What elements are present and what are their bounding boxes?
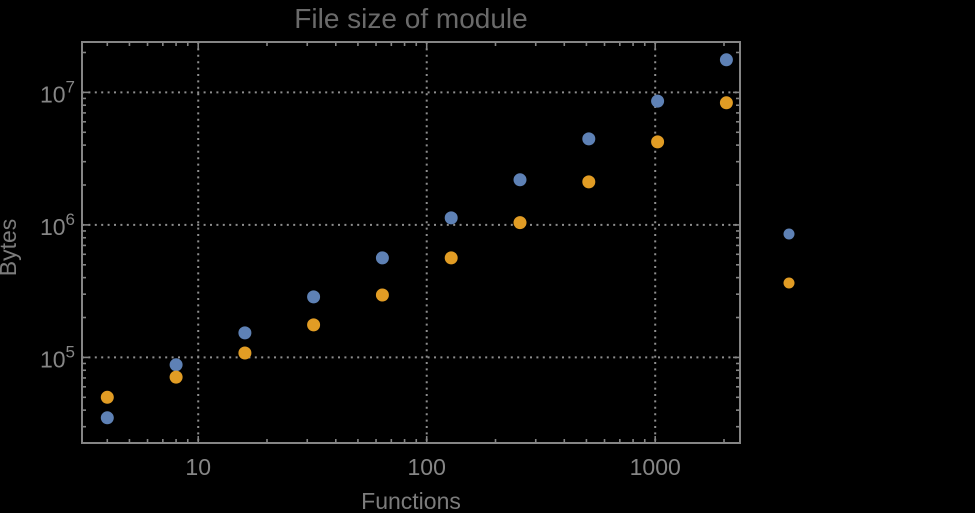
- point-series-2-x2048: [719, 96, 733, 110]
- point-series-1-x512: [582, 132, 596, 146]
- point-series-2-x8: [169, 370, 183, 384]
- y-axis-label: Bytes: [0, 219, 21, 277]
- point-series-1-x4: [100, 411, 114, 425]
- plot-frame: [81, 41, 741, 444]
- point-series-1-x1024: [651, 94, 665, 108]
- y-tick-labels: 105 106 107: [40, 77, 75, 372]
- chart-title: File size of module: [294, 3, 527, 34]
- x-tick-label: 1000: [630, 454, 681, 480]
- point-series-2-x256: [513, 216, 527, 230]
- legend-marker-series-2: [783, 277, 795, 289]
- point-series-2-x16: [238, 346, 252, 360]
- axis-ticks: [82, 42, 740, 443]
- x-tick-labels: 10 100 1000: [185, 454, 680, 480]
- point-series-1-x32: [307, 290, 321, 304]
- point-series-2-x1024: [651, 135, 665, 149]
- point-series-2-x128: [444, 251, 458, 265]
- y-tick-label: 107: [40, 77, 75, 107]
- gridlines: [82, 42, 740, 443]
- point-series-2-x4: [100, 390, 114, 404]
- x-tick-label: 10: [185, 454, 211, 480]
- y-tick-label: 106: [40, 210, 75, 240]
- x-axis-label: Functions: [361, 488, 461, 513]
- legend-marker-series-1: [783, 228, 795, 240]
- point-series-1-x8: [169, 358, 183, 372]
- point-series-2-x64: [375, 288, 389, 302]
- legend-markers: [783, 228, 795, 289]
- y-tick-label: 105: [40, 342, 75, 372]
- x-tick-label: 100: [408, 454, 446, 480]
- point-series-1-x256: [513, 173, 527, 187]
- point-series-1-x128: [444, 211, 458, 225]
- point-series-1-x64: [375, 251, 389, 265]
- point-series-1-x16: [238, 326, 252, 340]
- point-series-1-x2048: [719, 53, 733, 67]
- point-series-2-x32: [307, 318, 321, 332]
- point-series-2-x512: [582, 175, 596, 189]
- data-points: [100, 53, 733, 425]
